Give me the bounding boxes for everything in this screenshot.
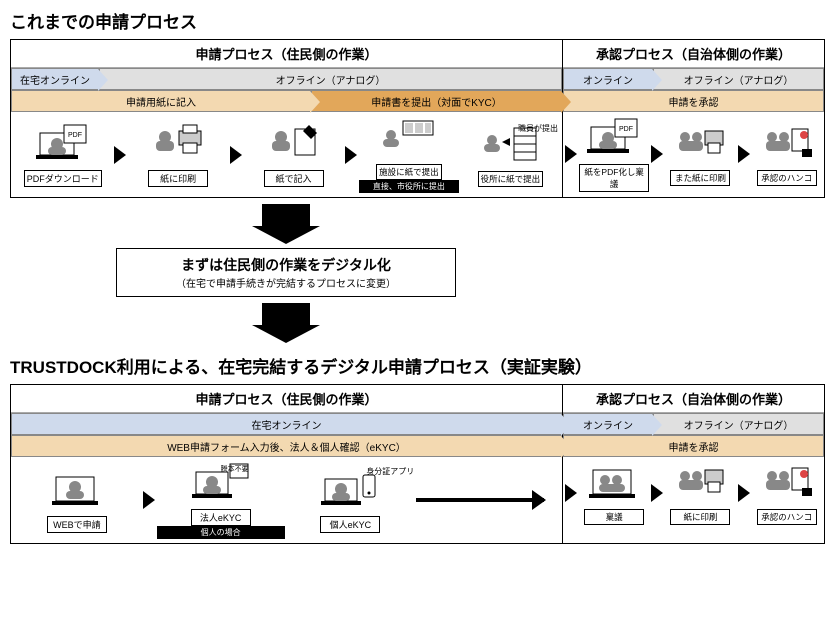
arrow-icon <box>230 146 242 164</box>
svg-text:PDF: PDF <box>619 126 633 133</box>
mid-main: まずは住民側の作業をデジタル化 <box>125 255 447 275</box>
ringi-icon <box>587 462 641 506</box>
after-right-head: 承認プロセス（自治体側の作業） <box>563 385 824 413</box>
laptop-apply-icon <box>50 469 104 513</box>
facility-icon <box>379 117 439 161</box>
tag-fill-form: 申請用紙に記入 <box>11 90 311 112</box>
printer-icon <box>151 123 205 167</box>
cap-corp-ekyc: 法人eKYC <box>191 509 251 526</box>
arrow-icon <box>143 491 155 509</box>
step-ringi: 稟議 <box>579 461 649 525</box>
step-stamp-after: 承認のハンコ <box>752 461 822 525</box>
laptop-pdf-icon: PDF <box>36 123 90 167</box>
strip-individual: 個人の場合 <box>157 526 285 539</box>
printer-gov-icon <box>673 123 727 167</box>
step-indiv-ekyc: 身分証アプリ 個人eKYC <box>287 468 415 533</box>
step-corp-ekyc: 謄本不要 法人eKYC 個人の場合 <box>157 461 285 539</box>
cap-submit-office: 役所に紙で提出 <box>478 171 544 187</box>
cap-stamp-after: 承認のハンコ <box>757 509 817 525</box>
before-left-tags2: 申請用紙に記入 申請書を提出（対面でKYC） <box>11 90 562 112</box>
tag-offline-2: オフライン（アナログ） <box>653 68 824 90</box>
mid-block: まずは住民側の作業をデジタル化 （在宅で申請手続きが完結するプロセスに変更） <box>10 204 562 349</box>
title-after: TRUSTDOCK利用による、在宅完結するデジタル申請プロセス（実証実験） <box>10 353 825 378</box>
label-no-tohon: 謄本不要 <box>221 464 249 474</box>
step-print: 紙に印刷 <box>128 122 227 187</box>
printer-after-icon <box>673 462 727 506</box>
before-right: 承認プロセス（自治体側の作業） オンライン オフライン（アナログ） 申請を承認 … <box>563 40 824 197</box>
tag-approve-2: 申請を承認 <box>563 435 824 457</box>
arrow-icon <box>565 484 577 502</box>
tag-submit-kyc: 申請書を提出（対面でKYC） <box>311 90 562 112</box>
tag-offline-3: オフライン（アナログ） <box>653 413 824 435</box>
tag-online-2: オンライン <box>563 413 653 435</box>
step-stamp: 承認のハンコ <box>752 122 822 186</box>
step-pdfify: PDF 紙をPDF化し稟議 <box>579 116 649 192</box>
before-right-tags1: オンライン オフライン（アナログ） <box>563 68 824 90</box>
after-container: 申請プロセス（住民側の作業） 在宅オンライン WEB申請フォーム入力後、法人＆個… <box>10 384 825 544</box>
before-right-steps: PDF 紙をPDF化し稟議 また紙に印刷 承認のハンコ <box>563 112 824 196</box>
arrow-icon <box>738 145 750 163</box>
cap-write: 紙で記入 <box>264 170 324 187</box>
strip-direct-submit: 直接、市役所に提出 <box>359 180 458 193</box>
mid-sub: （在宅で申請手続きが完結するプロセスに変更） <box>125 275 447 290</box>
before-right-head: 承認プロセス（自治体側の作業） <box>563 40 824 68</box>
arrow-icon <box>114 146 126 164</box>
label-id-app: 身分証アプリ <box>366 466 414 477</box>
after-left: 申請プロセス（住民側の作業） 在宅オンライン WEB申請フォーム入力後、法人＆個… <box>11 385 563 543</box>
big-arrow-down-1 <box>262 204 310 226</box>
cap-print-again: また紙に印刷 <box>670 170 730 186</box>
laptop-pdf-gov-icon: PDF <box>587 117 641 161</box>
after-left-head: 申請プロセス（住民側の作業） <box>11 385 562 413</box>
svg-text:PDF: PDF <box>68 132 82 139</box>
step-print-after: 紙に印刷 <box>665 461 735 525</box>
cap-indiv-ekyc: 個人eKYC <box>320 516 380 533</box>
before-right-tags2: 申請を承認 <box>563 90 824 112</box>
arrow-icon <box>651 484 663 502</box>
after-right-steps: 稟議 紙に印刷 承認のハンコ <box>563 457 824 529</box>
cap-pdf-dl: PDFダウンロード <box>24 170 102 187</box>
cap-submit-facility: 施設に紙で提出 <box>376 164 442 180</box>
arrow-icon <box>651 145 663 163</box>
stamp-after-icon <box>760 462 814 506</box>
arrow-icon <box>345 146 357 164</box>
cap-print: 紙に印刷 <box>148 170 208 187</box>
step-submit-facility: 施設に紙で提出 直接、市役所に提出 <box>359 116 458 193</box>
cap-ringi: 稟議 <box>584 509 644 525</box>
stamp-icon <box>760 123 814 167</box>
step-submit-office: 職員が提出 役所に紙で提出 <box>461 123 560 187</box>
tag-web-ekyc: WEB申請フォーム入力後、法人＆個人確認（eKYC） <box>11 435 562 457</box>
after-right-tags2: 申請を承認 <box>563 435 824 457</box>
big-arrow-down-2 <box>262 303 310 325</box>
long-arrow <box>416 498 544 502</box>
after-right-tags1: オンライン オフライン（アナログ） <box>563 413 824 435</box>
step-print-again: また紙に印刷 <box>665 122 735 186</box>
arrow-icon <box>565 145 577 163</box>
mid-box: まずは住民側の作業をデジタル化 （在宅で申請手続きが完結するプロセスに変更） <box>116 248 456 297</box>
tag-approve-1: 申請を承認 <box>563 90 824 112</box>
step-web-apply: WEBで申請 <box>13 468 141 533</box>
tag-offline-1: オフライン（アナログ） <box>99 68 562 90</box>
after-left-tags2: WEB申請フォーム入力後、法人＆個人確認（eKYC） <box>11 435 562 457</box>
cap-pdfify: 紙をPDF化し稟議 <box>579 164 649 192</box>
label-staff-submit: 職員が提出 <box>518 123 558 134</box>
tag-home-online-2: 在宅オンライン <box>11 413 562 435</box>
before-left-tags1: 在宅オンライン オフライン（アナログ） <box>11 68 562 90</box>
before-left-head: 申請プロセス（住民側の作業） <box>11 40 562 68</box>
step-write: 紙で記入 <box>244 122 343 187</box>
step-pdf-dl: PDF PDFダウンロード <box>13 122 112 187</box>
write-icon <box>267 123 321 167</box>
before-left: 申請プロセス（住民側の作業） 在宅オンライン オフライン（アナログ） 申請用紙に… <box>11 40 563 197</box>
after-right: 承認プロセス（自治体側の作業） オンライン オフライン（アナログ） 申請を承認 … <box>563 385 824 543</box>
before-left-steps: PDF PDFダウンロード 紙に印刷 紙で記入 <box>11 112 562 197</box>
after-left-tags1: 在宅オンライン <box>11 413 562 435</box>
before-container: 申請プロセス（住民側の作業） 在宅オンライン オフライン（アナログ） 申請用紙に… <box>10 39 825 198</box>
title-before: これまでの申請プロセス <box>10 8 825 33</box>
arrow-icon <box>738 484 750 502</box>
tag-online: オンライン <box>563 68 653 90</box>
cap-stamp: 承認のハンコ <box>757 170 817 186</box>
cap-web-apply: WEBで申請 <box>47 516 107 533</box>
cap-print-after: 紙に印刷 <box>670 509 730 525</box>
after-left-steps: WEBで申請 謄本不要 法人eKYC 個人の場合 身分証アプリ 個人eKYC <box>11 457 562 543</box>
tag-home-online: 在宅オンライン <box>11 68 99 90</box>
